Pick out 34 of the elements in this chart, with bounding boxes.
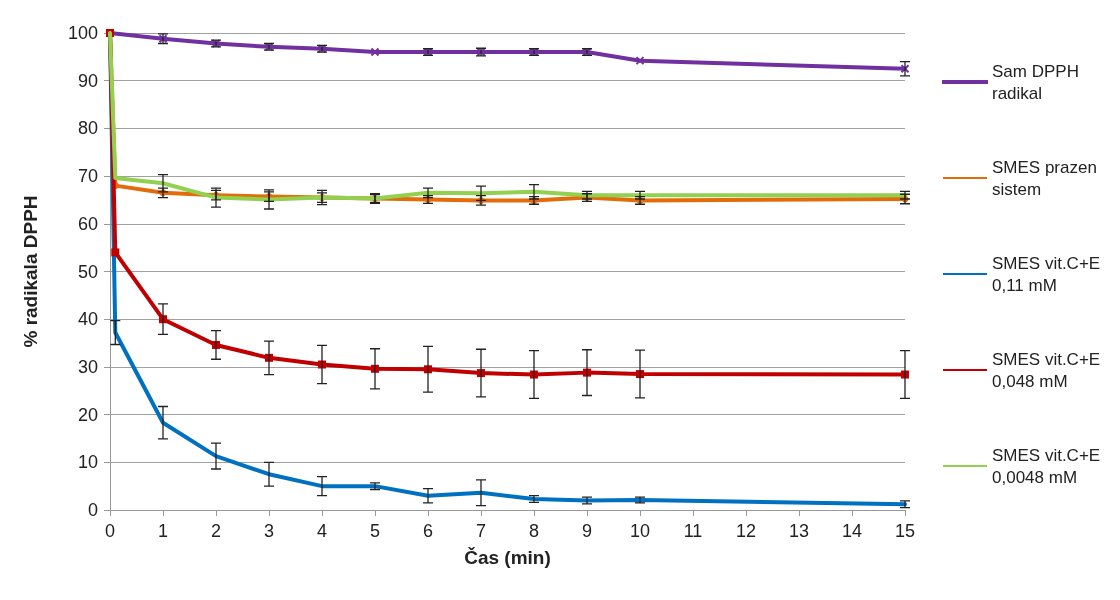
x-tick-label: 1 [157, 521, 169, 541]
x-tick-label: 2 [210, 521, 222, 541]
x-tick-label: 14 [841, 521, 863, 541]
x-tick-label: 11 [683, 521, 703, 541]
y-tick-label: 40 [77, 309, 98, 330]
y-tick-label: 20 [77, 404, 98, 425]
x-tick-label: 9 [581, 521, 593, 541]
x-tick-label: 7 [475, 521, 487, 541]
y-tick-label: 70 [77, 166, 98, 187]
y-tick-label: 0 [87, 500, 98, 520]
x-tick-label: 8 [528, 521, 540, 541]
y-tick-label: 30 [77, 356, 98, 377]
legend-label: SMES vit.C+E 0,048 mM [992, 349, 1105, 391]
legend-label: Sam DPPH radikal [992, 61, 1084, 103]
x-tick-label: 3 [263, 521, 275, 541]
x-axis-title: Čas (min) [464, 547, 551, 568]
y-tick-label: 90 [77, 70, 98, 91]
y-tick-label: 50 [77, 261, 98, 282]
x-tick-label: 6 [422, 521, 434, 541]
x-tick-label: 13 [788, 521, 810, 541]
x-tick-label: 12 [735, 521, 757, 541]
y-tick-label: 10 [77, 452, 98, 473]
legend-label: SMES vit.C+E 0,0048 mM [992, 445, 1105, 487]
legend-label: SMES prazen sistem [992, 157, 1102, 199]
x-tick-label: 0 [104, 521, 116, 541]
y-tick-label: 60 [77, 213, 98, 234]
y-tick-label: 80 [77, 118, 98, 139]
x-tick-label: 5 [369, 521, 381, 541]
x-tick-label: 10 [629, 521, 651, 541]
legend-label: SMES vit.C+E 0,11 mM [992, 253, 1105, 295]
x-tick-label: 4 [316, 521, 328, 541]
x-tick-label: 15 [894, 521, 916, 541]
y-tick-label: 100 [67, 23, 98, 43]
y-axis-title: % radikala DPPH [20, 195, 41, 348]
